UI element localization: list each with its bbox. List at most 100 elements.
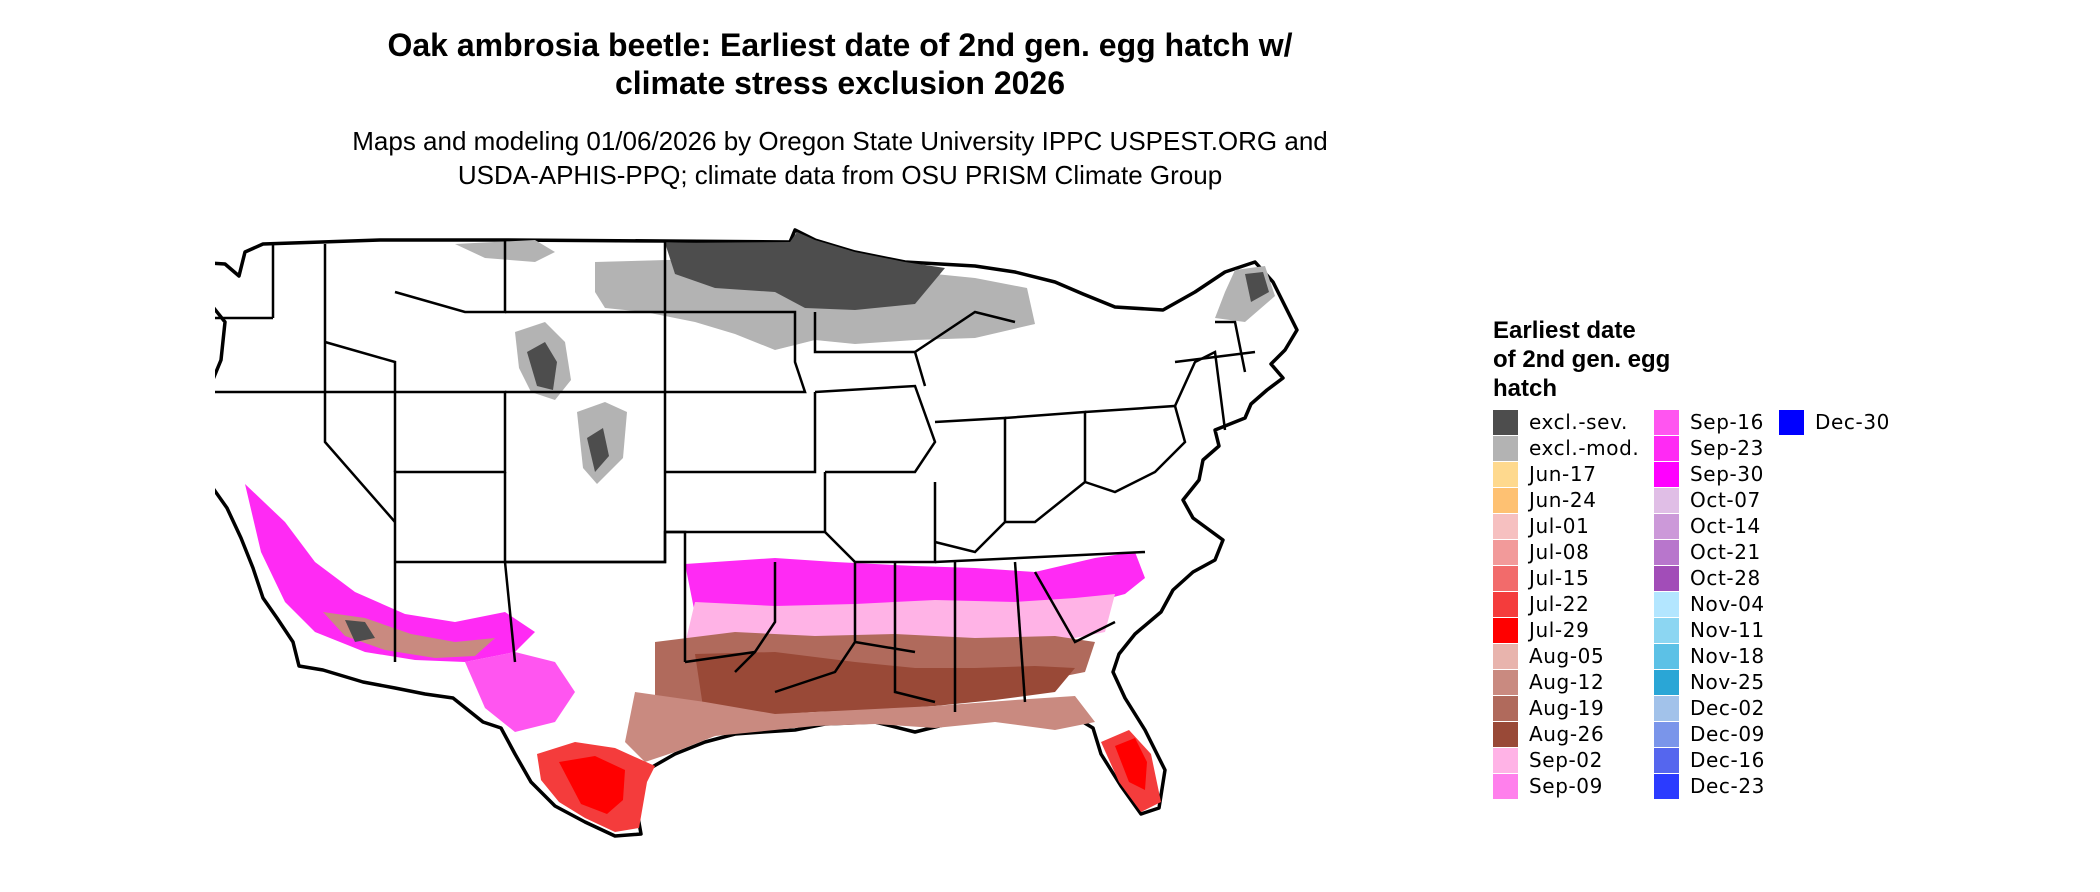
- legend-swatch: [1493, 435, 1518, 461]
- legend-swatch: [1654, 409, 1679, 435]
- legend-swatch: [1493, 617, 1518, 643]
- legend-label: Nov-04: [1690, 592, 1765, 616]
- legend-swatch: [1654, 513, 1679, 539]
- legend-swatch: [1654, 435, 1679, 461]
- legend-title-line-3: hatch: [1493, 375, 1558, 402]
- legend-swatch: [1654, 747, 1679, 773]
- legend-swatch: [1493, 721, 1518, 747]
- legend-swatch: [1493, 461, 1518, 487]
- legend-label: Dec-23: [1690, 774, 1765, 798]
- zone-aug-12-gulf: [625, 692, 1095, 762]
- legend-label: Oct-14: [1690, 514, 1761, 538]
- legend-label: Jul-29: [1529, 618, 1590, 642]
- legend-label: Oct-07: [1690, 488, 1761, 512]
- legend-item: Sep-23: [1654, 435, 1765, 461]
- legend-item: Dec-09: [1654, 721, 1765, 747]
- legend-item: Sep-09: [1493, 773, 1639, 799]
- legend-label: Nov-25: [1690, 670, 1765, 694]
- legend-item: Oct-28: [1654, 565, 1765, 591]
- legend-item: Dec-30: [1779, 409, 1890, 435]
- legend-item: Nov-04: [1654, 591, 1765, 617]
- map-subtitle: Maps and modeling 01/06/2026 by Oregon S…: [260, 124, 1420, 192]
- map-subtitle-line-1: Maps and modeling 01/06/2026 by Oregon S…: [352, 126, 1328, 156]
- legend-column-3: Dec-30: [1779, 409, 1890, 435]
- legend-item: Dec-23: [1654, 773, 1765, 799]
- legend-column-2: Sep-16 Sep-23 Sep-30 Oct-07 Oct-14 Oct-21 Oct-…: [1654, 409, 1765, 799]
- legend-item: Oct-21: [1654, 539, 1765, 565]
- legend-item: Nov-18: [1654, 643, 1765, 669]
- legend-swatch: [1493, 409, 1518, 435]
- legend-label: Sep-09: [1529, 774, 1603, 798]
- legend-item: Jul-15: [1493, 565, 1639, 591]
- legend-label: Jun-24: [1529, 488, 1597, 512]
- excl-sev-zone-maine: [1245, 272, 1269, 302]
- zone-jul-29-florida: [1115, 738, 1147, 790]
- legend-swatch: [1654, 539, 1679, 565]
- legend-swatch: [1493, 643, 1518, 669]
- legend-label: excl.-sev.: [1529, 410, 1628, 434]
- legend-swatch: [1654, 669, 1679, 695]
- legend-label: Jul-08: [1529, 540, 1590, 564]
- legend-swatch: [1654, 721, 1679, 747]
- legend-label: Nov-18: [1690, 644, 1765, 668]
- legend-swatch: [1654, 461, 1679, 487]
- legend-swatch: [1493, 669, 1518, 695]
- legend-item: Oct-07: [1654, 487, 1765, 513]
- legend-label: Aug-12: [1529, 670, 1605, 694]
- legend-item: Dec-02: [1654, 695, 1765, 721]
- legend-label: excl.-mod.: [1529, 436, 1640, 460]
- legend-swatch: [1493, 747, 1518, 773]
- legend-label: Sep-16: [1690, 410, 1764, 434]
- legend-label: Oct-28: [1690, 566, 1761, 590]
- legend-item: Oct-14: [1654, 513, 1765, 539]
- legend-swatch: [1493, 513, 1518, 539]
- legend-swatch: [1779, 409, 1804, 435]
- legend-item: excl.-mod.: [1493, 435, 1639, 461]
- legend-swatch: [1654, 487, 1679, 513]
- legend-label: Oct-21: [1690, 540, 1761, 564]
- legend-label: Dec-02: [1690, 696, 1765, 720]
- legend-label: Sep-23: [1690, 436, 1764, 460]
- legend-item: Jun-17: [1493, 461, 1639, 487]
- legend-item: Dec-16: [1654, 747, 1765, 773]
- map-title-line-2: climate stress exclusion 2026: [614, 65, 1066, 101]
- excl-sev-zone-rockies: [527, 342, 557, 390]
- legend-swatch: [1654, 643, 1679, 669]
- legend-item: Aug-26: [1493, 721, 1639, 747]
- legend-item: Nov-11: [1654, 617, 1765, 643]
- legend-item: Sep-16: [1654, 409, 1765, 435]
- legend-swatch: [1493, 487, 1518, 513]
- excl-sev-zone-north: [665, 232, 945, 310]
- zone-aug-26-southeast: [695, 652, 1075, 720]
- legend-label: Dec-16: [1690, 748, 1765, 772]
- zone-jul-29-texas: [559, 756, 625, 814]
- legend-title-line-1: Earliest date: [1493, 317, 1636, 344]
- legend-swatch: [1654, 617, 1679, 643]
- legend-label: Aug-26: [1529, 722, 1605, 746]
- legend-item: Aug-05: [1493, 643, 1639, 669]
- legend-label: Aug-05: [1529, 644, 1605, 668]
- legend-title: Earliest date of 2nd gen. egg hatch: [1493, 316, 1670, 403]
- map-title-line-1: Oak ambrosia beetle: Earliest date of 2n…: [387, 27, 1293, 63]
- legend-swatch: [1493, 539, 1518, 565]
- legend-label: Sep-30: [1690, 462, 1764, 486]
- legend-swatch: [1493, 565, 1518, 591]
- legend-label: Jul-22: [1529, 592, 1590, 616]
- legend-label: Dec-30: [1815, 410, 1890, 434]
- legend-item: excl.-sev.: [1493, 409, 1639, 435]
- zone-magenta-westtexas: [465, 652, 575, 732]
- legend-swatch: [1654, 565, 1679, 591]
- zone-magenta-southwest: [245, 484, 535, 662]
- legend-label: Jul-01: [1529, 514, 1590, 538]
- legend-item: Sep-30: [1654, 461, 1765, 487]
- legend-item: Jun-24: [1493, 487, 1639, 513]
- legend-item: Jul-08: [1493, 539, 1639, 565]
- legend-swatch: [1493, 591, 1518, 617]
- legend-label: Jun-17: [1529, 462, 1597, 486]
- legend-label: Jul-15: [1529, 566, 1590, 590]
- legend-item: Aug-12: [1493, 669, 1639, 695]
- legend-swatch: [1493, 695, 1518, 721]
- legend-item: Jul-29: [1493, 617, 1639, 643]
- legend-item: Jul-01: [1493, 513, 1639, 539]
- excl-sev-zone-colorado: [587, 428, 609, 472]
